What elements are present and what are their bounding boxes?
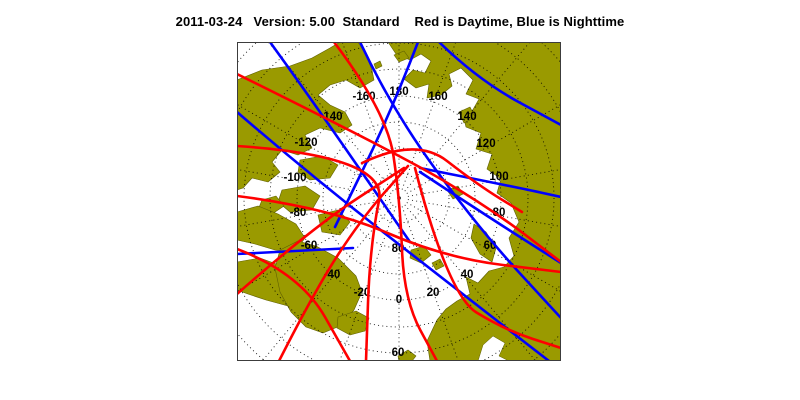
meridian-line bbox=[406, 202, 561, 293]
polar-map: 180 160 140 120 100 80 60 40 20 0 -20 -40 -60 -80 -100… bbox=[237, 42, 561, 361]
land-polygon bbox=[458, 106, 476, 124]
daytime-track bbox=[413, 166, 561, 350]
daytime-track bbox=[332, 42, 439, 361]
longitude-label: 20 bbox=[427, 287, 440, 299]
longitude-label: 160 bbox=[428, 91, 447, 103]
latitude-circle bbox=[348, 147, 450, 249]
meridian-line bbox=[401, 206, 459, 361]
nighttime-track bbox=[333, 42, 420, 229]
longitude-label: 40 bbox=[461, 269, 474, 281]
meridian-line bbox=[406, 103, 561, 194]
longitude-label: 140 bbox=[457, 111, 476, 123]
plot-title: 2011-03-24 Version: 5.00 Standard Red is… bbox=[175, 14, 625, 29]
map-frame-border bbox=[237, 42, 561, 361]
longitude-label: 120 bbox=[476, 138, 495, 150]
latitude-circle bbox=[243, 42, 555, 354]
meridian-line bbox=[237, 202, 392, 293]
polar-map-canvas: 180 160140120100806040200-20-40-60-80-100… bbox=[237, 42, 561, 361]
daytime-track bbox=[237, 72, 561, 264]
land-polygon bbox=[387, 42, 561, 361]
longitude-label: 80 bbox=[493, 207, 506, 219]
latitude-label: 60 bbox=[392, 347, 405, 359]
daytime-track bbox=[277, 164, 410, 361]
meridian-line bbox=[404, 42, 531, 192]
longitude-label: -100 bbox=[283, 172, 306, 184]
land-polygon bbox=[336, 310, 370, 336]
meridian-line bbox=[339, 206, 397, 361]
sea-inlet bbox=[477, 335, 510, 361]
map-layers: 180 160140120100806040200-20-40-60-80-100… bbox=[237, 42, 561, 361]
longitude-label: -20 bbox=[354, 287, 371, 299]
latitude-circle bbox=[269, 68, 529, 328]
longitude-label: -80 bbox=[290, 207, 307, 219]
daytime-track bbox=[360, 148, 524, 214]
land-polygon bbox=[373, 60, 383, 70]
nighttime-track bbox=[418, 166, 561, 199]
daytime-track bbox=[237, 166, 406, 296]
land-polygon bbox=[431, 258, 445, 271]
land-polygon bbox=[470, 223, 497, 263]
nighttime-track bbox=[268, 42, 412, 244]
daytime-track bbox=[237, 194, 561, 274]
latitude-circle bbox=[322, 121, 476, 275]
nighttime-track bbox=[437, 42, 561, 127]
land-polygon bbox=[393, 50, 410, 63]
longitude-label: -120 bbox=[294, 137, 317, 149]
meridian-line bbox=[237, 103, 392, 194]
daytime-track bbox=[237, 247, 352, 361]
nighttime-track bbox=[418, 170, 561, 265]
longitude-label: 0 bbox=[396, 294, 402, 306]
meridian-line bbox=[261, 204, 394, 361]
longitude-label: 100 bbox=[489, 171, 508, 183]
nighttime-track bbox=[237, 246, 355, 256]
